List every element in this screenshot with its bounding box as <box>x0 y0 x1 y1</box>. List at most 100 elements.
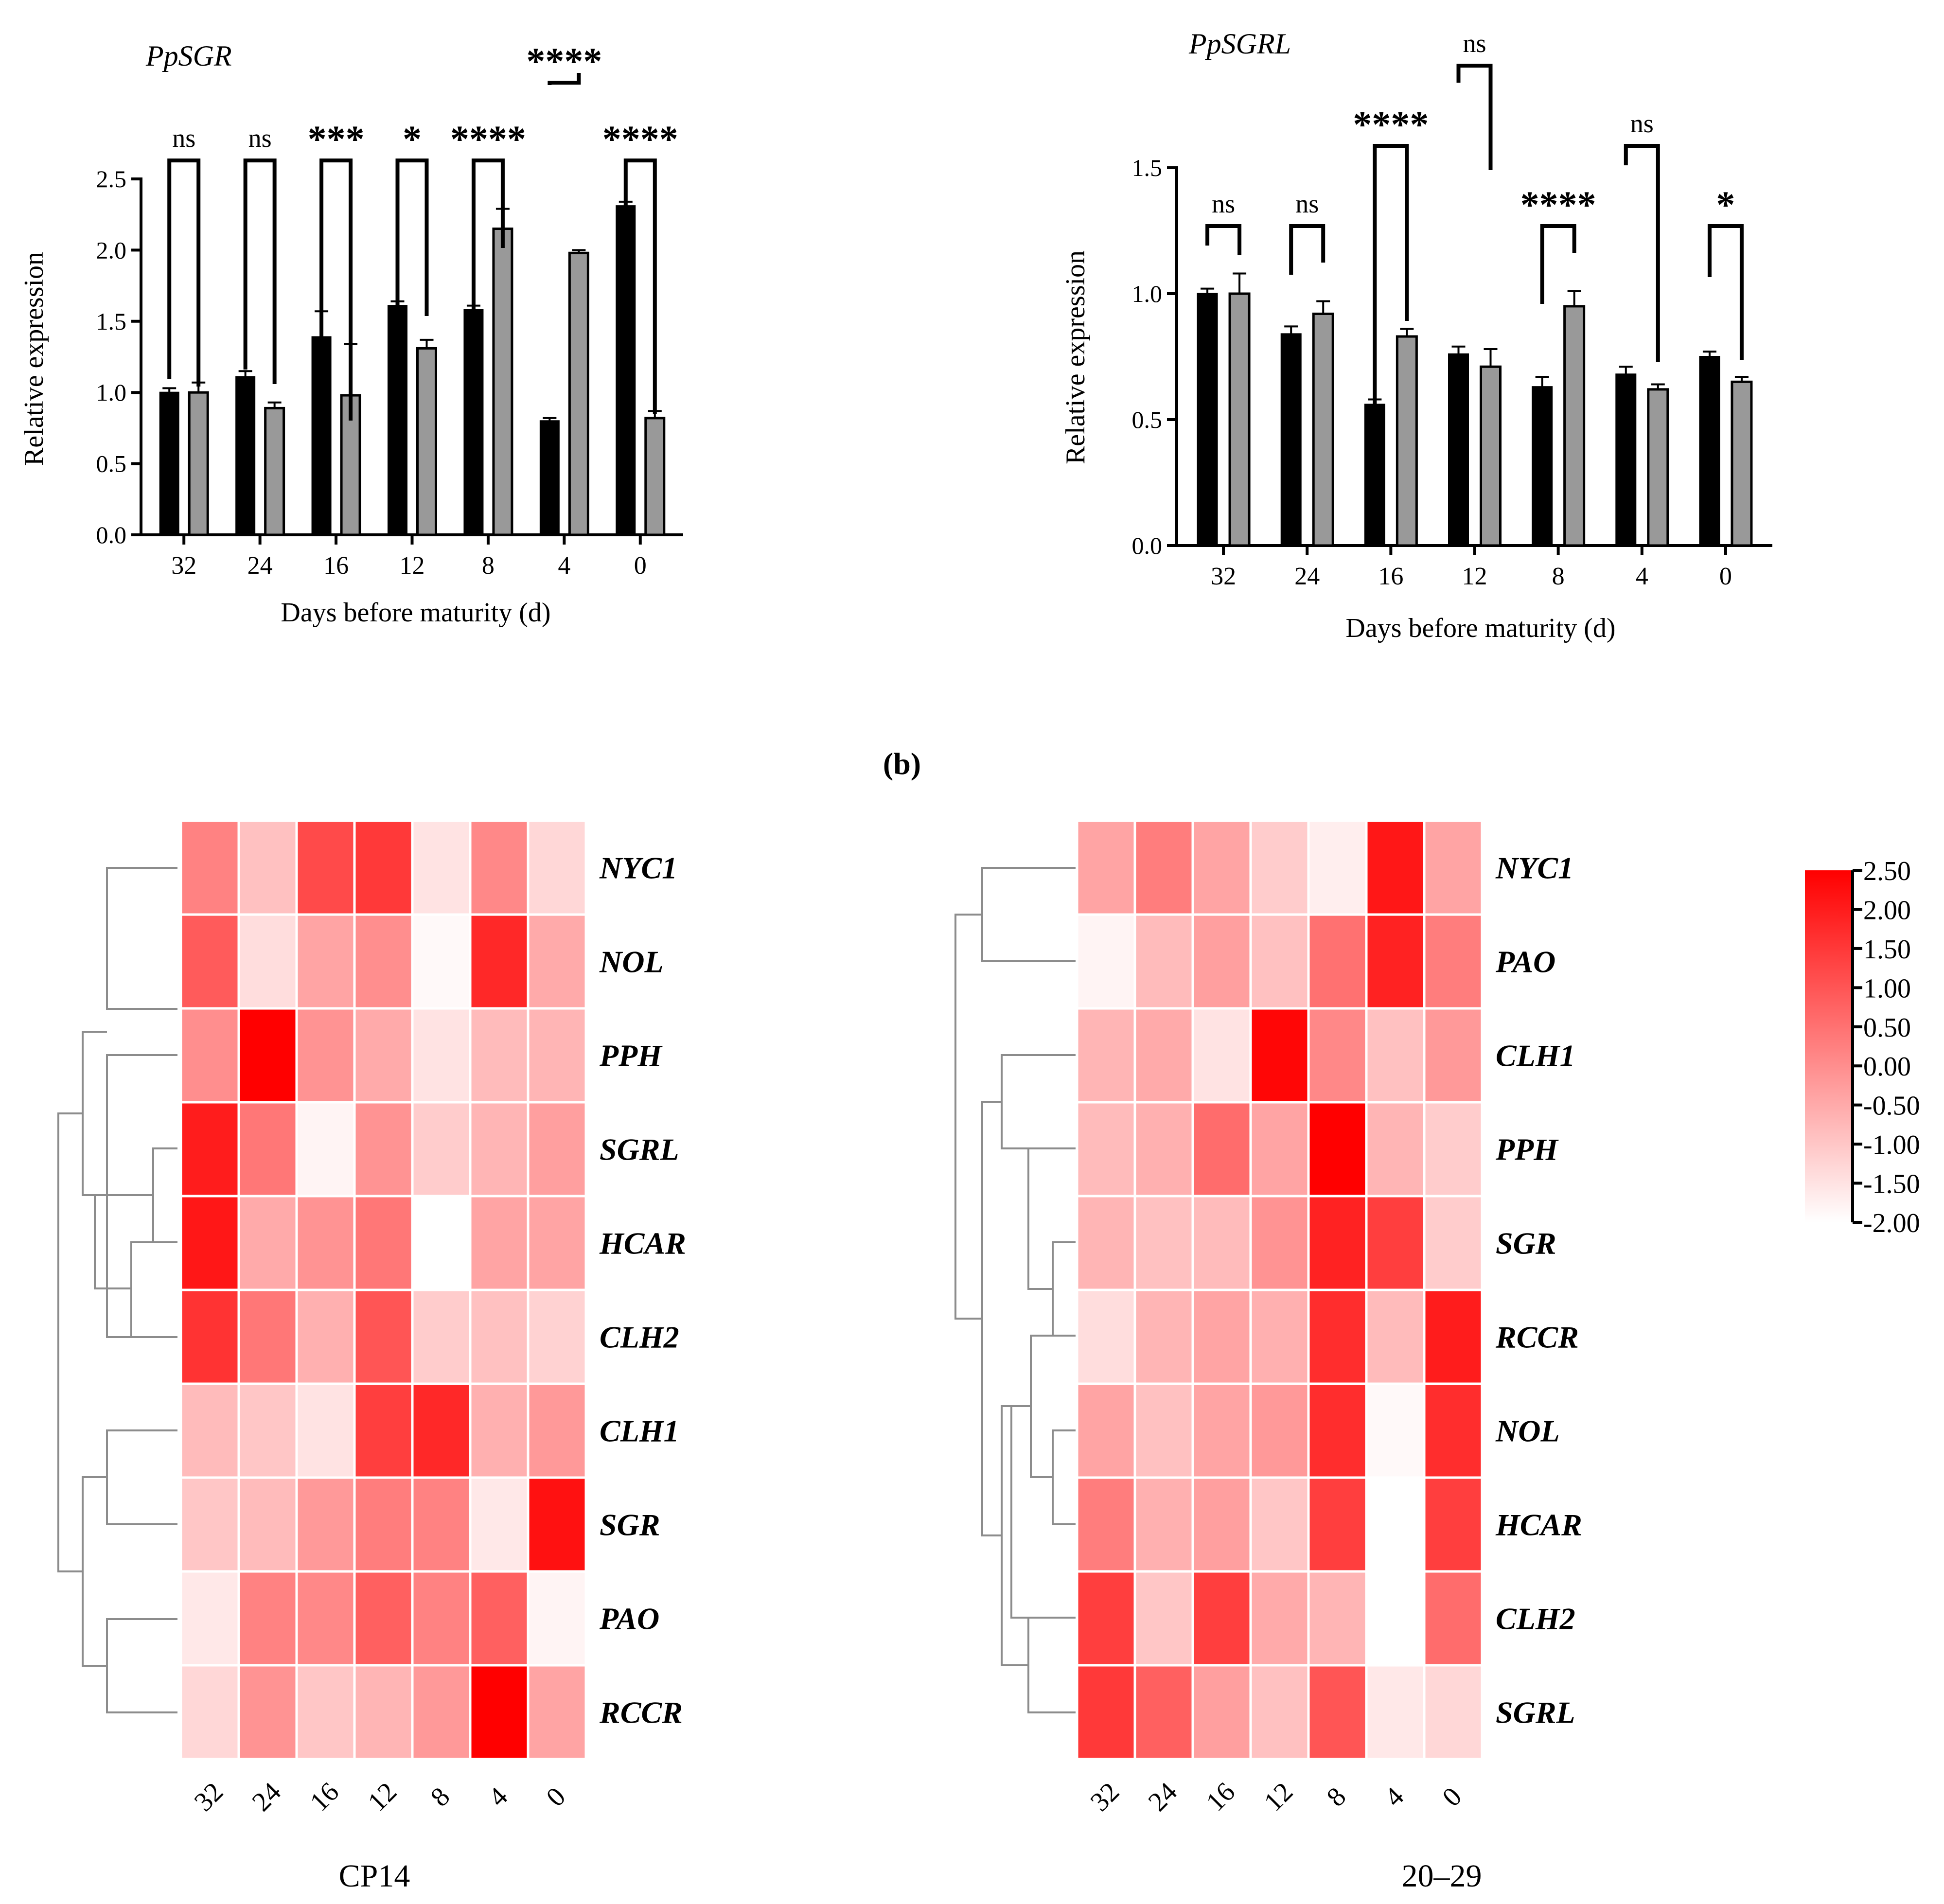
heatmap-cell <box>179 1476 240 1573</box>
heatmap-cell <box>469 1382 530 1479</box>
heatmap-cell <box>1076 1288 1136 1385</box>
significance-label: ns <box>1463 29 1486 58</box>
bar-4-cp14 <box>1615 373 1637 547</box>
heatmap-cell <box>1076 819 1136 916</box>
chart-title-ppsgr: PpSGR <box>145 40 232 72</box>
heatmap-cell <box>237 1476 298 1573</box>
heatmap-cell <box>295 1382 356 1479</box>
heatmap-cell <box>1076 1007 1136 1104</box>
x-tick-label: 8 <box>1552 563 1565 590</box>
row-label: NOL <box>599 945 664 979</box>
y-tick-label: 2.0 <box>96 236 127 264</box>
heatmap-cell <box>1076 1664 1136 1761</box>
column-label: 16 <box>304 1777 345 1817</box>
heatmap-cell <box>1423 1476 1484 1573</box>
heatmap-cell <box>1076 913 1136 1010</box>
row-label: PAO <box>1495 945 1555 979</box>
heatmap-cell <box>353 913 414 1010</box>
heatmap-cell <box>237 1195 298 1291</box>
colorbar-tick-label: -1.50 <box>1863 1169 1920 1199</box>
heatmap-cell <box>527 1288 587 1385</box>
heatmap-cell <box>1076 1382 1136 1479</box>
y-tick-label: 0.5 <box>96 450 127 477</box>
significance-bracket <box>623 159 657 414</box>
significance-label: ns <box>1212 189 1235 218</box>
heatmap-cell <box>295 1195 356 1291</box>
heatmap-cell <box>353 1476 414 1573</box>
colorbar-gradient <box>1805 870 1851 1222</box>
column-label: 0 <box>1437 1781 1468 1813</box>
column-label: 24 <box>247 1777 287 1817</box>
heatmap-cell <box>1249 1570 1310 1667</box>
x-tick-label: 12 <box>1462 563 1487 590</box>
heatmap-cell <box>1365 1195 1426 1291</box>
heatmap-cell <box>411 1382 472 1479</box>
bar-24-cp14 <box>1280 333 1302 547</box>
dendrogram-branch <box>954 867 1076 1713</box>
significance-bracket <box>548 73 581 85</box>
significance-label: * <box>403 118 422 160</box>
heatmap-cell <box>1191 913 1252 1010</box>
row-label: SGR <box>600 1508 660 1542</box>
significance-label: **** <box>1353 103 1429 145</box>
row-label: SGRL <box>600 1132 679 1167</box>
x-tick-label: 0 <box>1719 563 1732 590</box>
column-label: 32 <box>189 1777 229 1817</box>
bar-32-cp14 <box>1197 293 1218 547</box>
heatmap-cell <box>411 1570 472 1667</box>
column-label: 4 <box>1379 1781 1410 1813</box>
colorbar-tick-label: 0.00 <box>1863 1052 1911 1082</box>
heatmap-cell <box>1133 1570 1194 1667</box>
heatmap-cell <box>1133 1288 1194 1385</box>
heatmap-cell <box>295 1101 356 1198</box>
bar-12-20-29 <box>1480 365 1502 547</box>
heatmap-cell <box>1191 1476 1252 1573</box>
colorbar-tick-label: -0.50 <box>1863 1091 1920 1121</box>
significance-label: * <box>1716 183 1735 226</box>
bar-marks-ppsgrl: 0.0 0.5 1.0 1.5 32 ns 24 ns 16 **** 12 ns 8 **** 4 ns 0 * <box>1132 29 1772 590</box>
significance-bracket <box>1456 64 1493 170</box>
significance-label: ns <box>1295 189 1319 218</box>
row-label: CLH1 <box>1496 1039 1575 1073</box>
row-label: NOL <box>1495 1414 1560 1448</box>
dendrogram-20-29 <box>954 867 1076 1713</box>
heatmap-cell <box>1191 1007 1252 1104</box>
colorbar-tick-label: -2.00 <box>1863 1208 1920 1238</box>
heatmap-cell <box>1365 1570 1426 1667</box>
heatmap-cell <box>1423 819 1484 916</box>
bar-chart-ppsgr: PpSGR Relative expression Days before ma… <box>19 40 683 628</box>
heatmap-caption-20-29: 20–29 <box>1402 1858 1482 1894</box>
colorbar-tick-label: 0.50 <box>1863 1013 1911 1043</box>
row-label: NYC1 <box>1495 851 1573 885</box>
column-label: 12 <box>362 1777 403 1817</box>
colorbar-tick-label: -1.00 <box>1863 1130 1920 1160</box>
bar-4-20-29 <box>568 251 589 536</box>
heatmap-cell <box>1191 1195 1252 1291</box>
y-tick-label: 1.5 <box>96 308 127 335</box>
heatmap-cell <box>1365 913 1426 1010</box>
x-tick-label: 24 <box>247 552 273 580</box>
heatmap-cell <box>527 1476 587 1573</box>
heatmap-cell <box>469 1195 530 1291</box>
heatmap-cell <box>237 913 298 1010</box>
heatmap-cell <box>1307 1382 1368 1479</box>
heatmap-cell <box>179 1288 240 1385</box>
x-tick-label: 4 <box>1636 563 1648 590</box>
heatmap-cell <box>1365 1288 1426 1385</box>
heatmap-20-29: NYC1 PAO CLH1 PPH SGR RCCR NOL HCAR CLH2 SGRL 32 24… <box>954 819 1582 1894</box>
heatmap-cell <box>1307 819 1368 916</box>
y-axis-label-ppsgrl: Relative expression <box>1060 250 1091 464</box>
heatmap-cell <box>1191 1288 1252 1385</box>
significance-bracket <box>243 159 277 384</box>
heatmap-cell <box>295 913 356 1010</box>
heatmap-cell <box>469 913 530 1010</box>
x-tick-label: 4 <box>558 552 570 580</box>
bar-marks-ppsgr: 0.0 0.5 1.0 1.5 2.0 2.5 32 ns 24 ns 16 *** 12 * 8 **** 4… <box>96 40 683 580</box>
bar-0-cp14 <box>1699 356 1720 547</box>
x-axis-label-ppsgr: Days before maturity (d) <box>281 598 550 628</box>
y-tick-label: 0.0 <box>1132 532 1163 559</box>
heatmap-cell <box>1423 913 1484 1010</box>
colorbar: 2.50 2.00 1.50 1.00 0.50 0.00 -0.50 -1.00 -1.50 -… <box>1805 856 1920 1238</box>
heatmap-cell <box>1249 1007 1310 1104</box>
heatmap-cell <box>179 1195 240 1291</box>
